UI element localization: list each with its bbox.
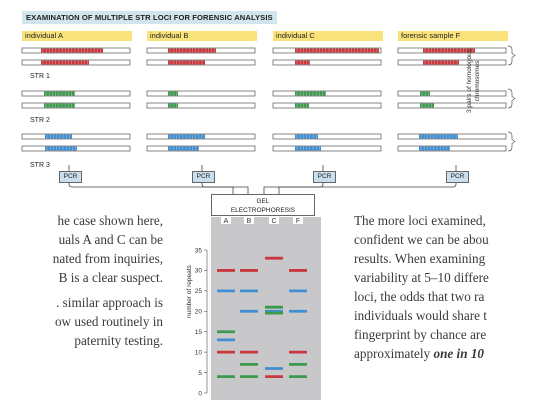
y-tick-label-10: 10	[195, 349, 203, 356]
lane-label-F: F	[296, 218, 300, 225]
brace-3	[507, 131, 516, 152]
pcr-connector-2	[201, 181, 249, 194]
gel-band-A-2	[217, 289, 235, 293]
pcr-label-a: PCR	[59, 171, 82, 183]
brace-2	[507, 88, 516, 109]
chromosome-r2-c1-2	[21, 102, 131, 109]
lane-label-C: C	[271, 218, 276, 225]
str-segment-r1-c1-2	[41, 60, 89, 65]
gel-label-2: ELECTROPHORESIS	[230, 207, 296, 214]
gel-well-4	[293, 217, 303, 224]
chromosome-r2-c1-1	[21, 90, 131, 97]
label-individual-b: individual B	[147, 31, 257, 41]
homologous-label: 3 pairs of homologous chromosomes	[466, 49, 481, 113]
str-segment-r1-c2-2	[168, 60, 205, 65]
pcr-label-f: PCR	[446, 171, 469, 183]
gel-band-C-4	[265, 311, 283, 315]
str-segment-r3-c4-2	[419, 146, 450, 151]
label-individual-c: individual C	[273, 31, 383, 41]
chromosome-r3-c2-2	[146, 145, 256, 152]
gel-band-A-1	[217, 269, 235, 272]
chromosome-r3-c3-2	[272, 145, 382, 152]
gel-band-A-5	[217, 350, 235, 354]
gel-label-1: GEL	[256, 198, 270, 205]
gel-band-B-1	[240, 269, 258, 272]
gel-band-C-5	[265, 367, 283, 370]
gel-well-3	[269, 217, 279, 224]
y-tick-label-25: 25	[195, 288, 203, 295]
str-segment-r2-c3-1	[295, 91, 326, 96]
str-segment-r2-c4-2	[420, 103, 434, 108]
str-segment-r1-c3-1	[295, 48, 379, 53]
gel-band-B-3	[240, 309, 258, 313]
chromosome-r3-c3-1	[272, 133, 382, 140]
gel-band-A-3	[217, 330, 235, 334]
lane-label-A: A	[224, 218, 229, 225]
gel-band-A-4	[217, 338, 235, 342]
gel-band-F-1	[289, 269, 307, 272]
str-segment-r2-c1-2	[44, 103, 75, 108]
chromosome-r3-c1-1	[21, 133, 131, 140]
str-segment-r1-c4-1	[423, 48, 475, 53]
chromosome-r2-c3-2	[272, 102, 382, 109]
y-tick-label-20: 20	[195, 309, 203, 316]
gel-well-2	[244, 217, 254, 224]
gel-band-F-3	[289, 309, 307, 313]
str-segment-r1-c2-1	[168, 48, 216, 53]
lane-label-B: B	[247, 218, 252, 225]
gel-band-F-4	[289, 350, 307, 354]
brace-1	[507, 45, 516, 66]
pcr-label-c: PCR	[313, 171, 336, 183]
y-tick-label-30: 30	[195, 268, 203, 275]
y-tick-label-0: 0	[198, 390, 202, 397]
y-tick-label-15: 15	[195, 329, 203, 336]
str-segment-r3-c3-2	[295, 146, 321, 151]
chromosome-r2-c4-2	[397, 102, 507, 109]
str-segment-r3-c1-2	[45, 146, 77, 151]
gel-band-B-2	[240, 289, 258, 293]
chromosome-r2-c4-1	[397, 90, 507, 97]
label-str3: STR 3	[30, 162, 50, 169]
gel-band-A-6	[217, 375, 235, 379]
pcr-connector-1	[68, 181, 234, 194]
gel-electrophoresis-box: GEL ELECTROPHORESIS	[211, 194, 315, 216]
gel-band-C-6	[265, 375, 283, 379]
chromosome-r1-c3-2	[272, 59, 382, 66]
y-tick-label-35: 35	[195, 247, 203, 254]
gel-band-B-5	[240, 363, 258, 366]
pcr-label-b: PCR	[192, 171, 215, 183]
figure-title: EXAMINATION OF MULTIPLE STR LOCI FOR FOR…	[22, 11, 277, 24]
gel-band-C-2	[265, 305, 283, 309]
chromosome-r2-c2-1	[146, 90, 256, 97]
chromosome-r3-c4-2	[397, 145, 507, 152]
label-forensic-sample: forensic sample F	[398, 31, 508, 41]
label-str2: STR 2	[30, 117, 50, 124]
str-segment-r2-c1-1	[44, 91, 75, 96]
str-segment-r2-c3-2	[295, 103, 309, 108]
label-str1: STR 1	[30, 73, 50, 80]
str-segment-r3-c1-1	[45, 134, 72, 139]
label-individual-a: individual A	[22, 31, 132, 41]
gel-band-F-6	[289, 375, 307, 379]
text-left-2: . similar approach is ow used routinely …	[54, 295, 163, 348]
gel-band-B-6	[240, 375, 258, 379]
y-tick-label-5: 5	[198, 370, 202, 377]
str-segment-r1-c3-2	[295, 60, 310, 65]
gel-band-B-4	[240, 350, 258, 354]
gel-well-1	[221, 217, 231, 224]
text-left-1: he case shown here, uals A and C can be …	[52, 213, 163, 285]
gel-band-F-5	[289, 363, 307, 366]
gel-band-C-1	[265, 256, 283, 260]
chromosome-r2-c2-2	[146, 102, 256, 109]
y-axis-label: number of repeats	[186, 265, 193, 318]
pcr-connector-4	[278, 181, 457, 194]
text-right: The more loci examined, confident we can…	[354, 213, 489, 361]
str-segment-r3-c2-1	[168, 134, 205, 139]
chromosome-r2-c3-1	[272, 90, 382, 97]
str-segment-r3-c2-2	[168, 146, 199, 151]
str-segment-r3-c4-1	[419, 134, 458, 139]
gel-band-F-2	[289, 289, 307, 293]
